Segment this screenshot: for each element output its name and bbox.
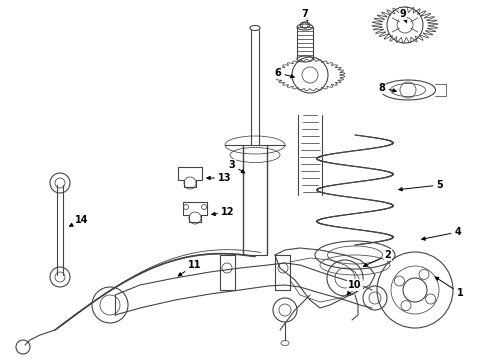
Text: 7: 7 (302, 9, 308, 21)
Text: 4: 4 (422, 227, 462, 240)
Text: 11: 11 (178, 260, 202, 276)
Text: 12: 12 (212, 207, 235, 217)
Text: 5: 5 (399, 180, 443, 191)
Text: 2: 2 (364, 250, 392, 266)
Text: 9: 9 (400, 9, 407, 23)
Text: 13: 13 (207, 173, 232, 183)
Text: 8: 8 (379, 83, 396, 93)
Text: 1: 1 (435, 277, 464, 298)
Text: 10: 10 (347, 280, 362, 295)
Text: 3: 3 (229, 160, 245, 173)
Text: 6: 6 (274, 68, 294, 78)
Text: 14: 14 (70, 215, 89, 226)
